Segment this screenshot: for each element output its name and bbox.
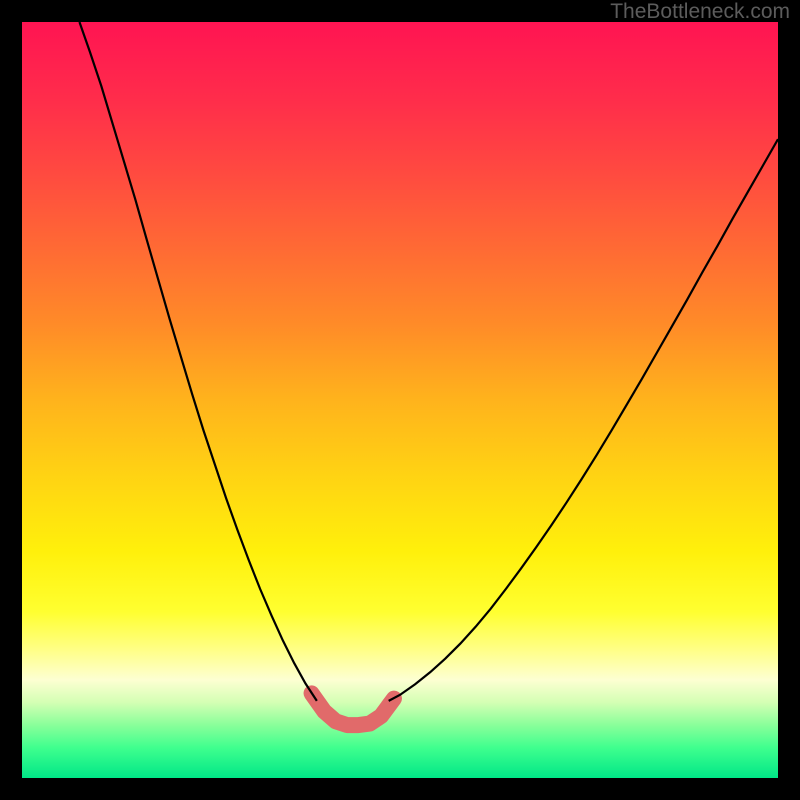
chart-frame: TheBottleneck.com (0, 0, 800, 800)
chart-background (22, 22, 778, 778)
watermark-text: TheBottleneck.com (610, 0, 790, 24)
chart-svg (22, 22, 778, 778)
plot-area (22, 22, 778, 778)
